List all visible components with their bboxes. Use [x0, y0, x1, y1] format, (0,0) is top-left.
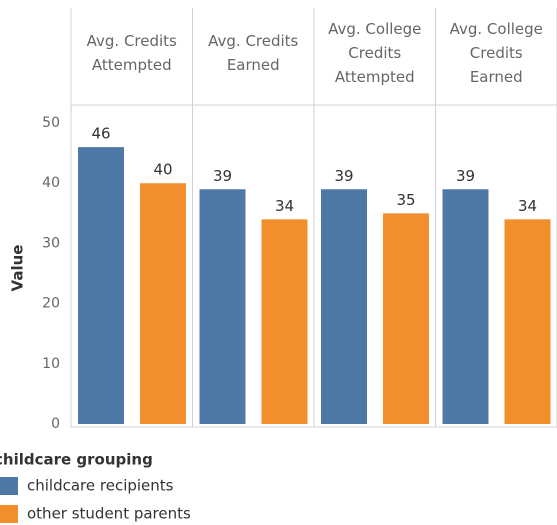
legend-swatch — [0, 477, 18, 495]
bar — [383, 213, 429, 424]
data-label: 34 — [275, 197, 294, 215]
facet-header: Avg. Credits Earned — [208, 31, 299, 74]
legend-title: childcare grouping — [0, 451, 153, 469]
y-tick-label: 20 — [42, 296, 60, 312]
y-axis-label: Value — [9, 245, 27, 292]
y-tick-label: 50 — [42, 115, 60, 131]
legend-label: childcare recipients — [27, 477, 174, 495]
y-tick-label: 40 — [42, 175, 60, 191]
facet-header: Avg. College Credits Earned — [449, 19, 543, 86]
data-label: 46 — [91, 125, 110, 143]
bar — [321, 189, 367, 424]
facet-header: Avg. Credits Attempted — [86, 31, 177, 74]
data-label: 39 — [456, 167, 475, 185]
bar — [261, 219, 308, 424]
bar — [504, 219, 551, 424]
y-tick-label: 0 — [51, 416, 60, 432]
facet-header: Avg. College Credits Attempted — [328, 19, 422, 86]
bar — [442, 189, 489, 424]
bar — [140, 183, 186, 424]
bar — [199, 189, 246, 424]
data-label: 34 — [518, 197, 537, 215]
y-tick-label: 10 — [42, 356, 60, 372]
data-label: 35 — [396, 191, 415, 209]
data-label: 40 — [153, 161, 172, 179]
bar — [78, 147, 124, 424]
data-label: 39 — [334, 167, 353, 185]
y-tick-label: 30 — [42, 235, 60, 251]
legend-swatch — [0, 505, 18, 523]
legend-label: other student parents — [27, 505, 191, 523]
data-label: 39 — [213, 167, 232, 185]
